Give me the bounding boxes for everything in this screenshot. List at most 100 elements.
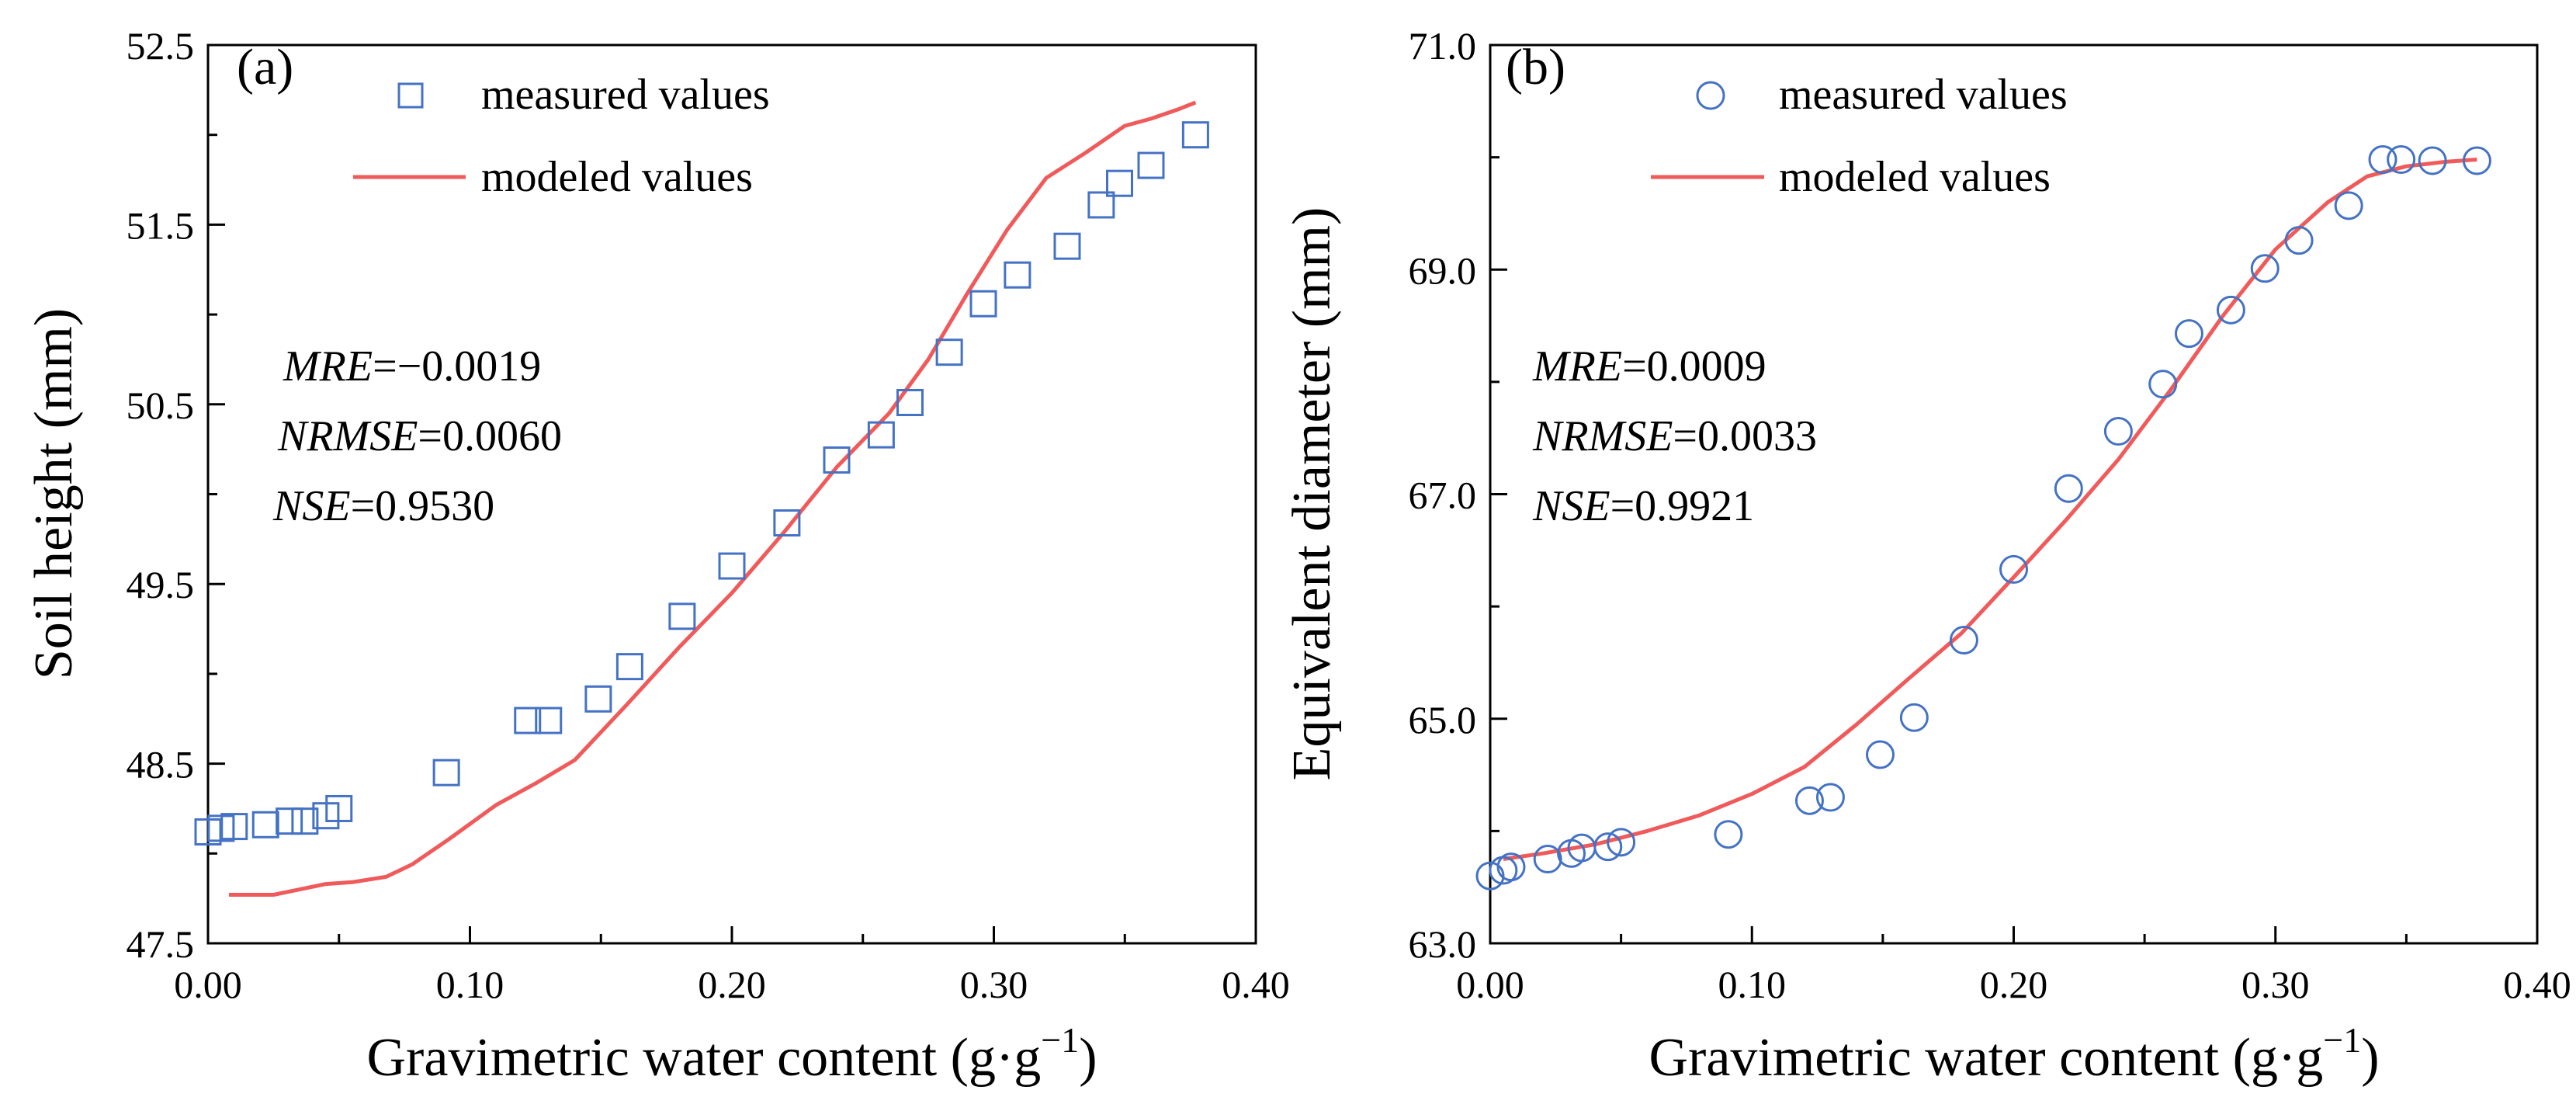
stat-nrmse-value-a: =0.0060 (418, 412, 562, 460)
measured-point (2418, 146, 2447, 175)
y-tick-label-a: 50.5 (127, 384, 195, 427)
y-tick-label-b: 63.0 (1409, 922, 1477, 966)
y-tick-labels-b: 63.0 65.0 67.0 69.0 71.0 (1409, 24, 1477, 966)
measured-point (220, 813, 248, 841)
x-tick-label-b: 0.00 (1456, 963, 1524, 1006)
measured-point (668, 602, 696, 630)
x-axis-label-sup-a: −1 (1041, 1020, 1079, 1060)
measured-point (718, 552, 746, 580)
measured-point (1899, 703, 1929, 732)
stat-nse-b: NSE=0.9921 (1532, 482, 1754, 530)
measured-point (1533, 845, 1562, 874)
measured-point (1557, 838, 1586, 868)
x-tick-label-a: 0.10 (436, 963, 504, 1006)
stat-nse-a: NSE=0.9530 (272, 482, 494, 530)
modeled-line-b (1503, 158, 2477, 861)
measured-point (2174, 319, 2203, 349)
stat-nse-value-b: =0.9921 (1610, 482, 1755, 530)
measured-point (2250, 254, 2280, 283)
measured-point (896, 388, 924, 416)
measured-point (2387, 145, 2416, 175)
y-tick-label-a: 51.5 (127, 203, 195, 247)
stat-mre-b: MRE=0.0009 (1532, 342, 1766, 391)
stat-mre-value-b: =0.0009 (1622, 342, 1766, 391)
x-axis-label-a: Gravimetric water content (g·g−1) (366, 1020, 1097, 1088)
measured-point (1087, 191, 1115, 219)
stat-nrmse-name-a: NRMSE (277, 412, 418, 460)
tick-marks-b (1489, 43, 2539, 945)
measured-point (1866, 740, 1895, 769)
legend-measured-label-a: measured values (481, 71, 770, 119)
measured-point (935, 339, 963, 366)
measured-point (2216, 295, 2245, 325)
stat-mre-value-a: =−0.0019 (373, 342, 541, 391)
stat-nse-value-a: =0.9530 (351, 482, 495, 530)
measured-point (1004, 261, 1031, 289)
measured-point (1593, 832, 1623, 862)
stats-b: MRE=0.0009 NRMSE=0.0033 NSE=0.9921 (1532, 342, 1817, 530)
measured-point (1106, 169, 1133, 197)
measured-point (1181, 121, 1209, 149)
measured-point (773, 509, 801, 537)
panel-label-b: (b) (1506, 39, 1565, 95)
x-tick-labels-b: 0.00 0.10 0.20 0.30 0.40 (1456, 963, 2571, 1006)
y-tick-label-b: 67.0 (1409, 474, 1477, 517)
measured-point (276, 807, 303, 835)
stat-mre-a: MRE=−0.0019 (283, 342, 541, 391)
measured-point (291, 807, 319, 835)
x-tick-labels-a: 0.00 0.10 0.20 0.30 0.40 (174, 963, 1290, 1006)
stat-mre-name-b: MRE (1532, 342, 1622, 391)
measured-point (1815, 783, 1845, 812)
x-tick-label-b: 0.20 (1980, 963, 2048, 1006)
stat-nse-name-a: NSE (272, 482, 351, 530)
panel-a: 0.00 0.10 0.20 0.30 0.40 47.5 48.5 49.5 50.5 51.… (24, 24, 1290, 1088)
modeled-line-a (229, 100, 1197, 897)
x-tick-label-b: 0.40 (2503, 963, 2571, 1006)
y-tick-labels-a: 47.5 48.5 49.5 50.5 51.5 52.5 (127, 24, 195, 966)
stat-nse-name-b: NSE (1532, 482, 1610, 530)
x-axis-label-text-a: Gravimetric water content (g·g (366, 1028, 1041, 1088)
x-tick-label-a: 0.20 (698, 963, 766, 1006)
legend-modeled-label-b: modeled values (1779, 153, 2051, 201)
panel-b: 0.00 0.10 0.20 0.30 0.40 63.0 65.0 67.0 69.0 71.… (1282, 24, 2571, 1088)
measured-point (432, 759, 460, 786)
x-axis-label-sup-b: −1 (2323, 1020, 2361, 1060)
measured-point (2462, 146, 2491, 175)
modeled-series-line (1503, 158, 2477, 861)
measured-point (325, 794, 353, 822)
measured-point (1496, 852, 1526, 882)
measured-point (1794, 786, 1824, 815)
y-tick-label-a: 52.5 (127, 24, 195, 68)
x-axis-label-end-b: ) (2361, 1028, 2379, 1088)
x-tick-label-b: 0.30 (2241, 963, 2310, 1006)
x-tick-label-a: 0.40 (1222, 963, 1290, 1006)
stat-nrmse-b: NRMSE=0.0033 (1532, 412, 1817, 460)
stat-nrmse-name-b: NRMSE (1532, 412, 1673, 460)
y-tick-label-b: 65.0 (1409, 698, 1477, 741)
measured-point (584, 685, 612, 713)
stat-nrmse-value-b: =0.0033 (1673, 412, 1817, 460)
measured-point (1607, 828, 1636, 857)
y-tick-label-a: 49.5 (127, 563, 195, 606)
tick-marks-a (206, 43, 1257, 945)
panel-label-a: (a) (237, 39, 293, 95)
stat-nrmse-a: NRMSE=0.0060 (277, 412, 562, 460)
y-tick-label-a: 48.5 (127, 743, 195, 786)
measured-point (2334, 191, 2363, 220)
y-tick-label-b: 71.0 (1409, 24, 1477, 68)
measured-point (969, 290, 997, 318)
x-tick-label-a: 0.00 (174, 963, 242, 1006)
x-tick-label-a: 0.30 (960, 963, 1028, 1006)
measured-point (2054, 474, 2083, 503)
measured-point (1137, 151, 1165, 179)
x-axis-label-text-b: Gravimetric water content (g·g (1649, 1028, 2323, 1088)
y-tick-label-a: 47.5 (127, 922, 195, 966)
x-axis-label-end-a: ) (1079, 1028, 1097, 1088)
measured-point (514, 707, 542, 734)
legend-measured-label-b: measured values (1779, 71, 2068, 119)
measured-point (867, 421, 895, 449)
stat-mre-name-a: MRE (283, 342, 373, 391)
measured-point (535, 707, 563, 734)
y-axis-label-a: Soil height (mm) (24, 308, 84, 679)
